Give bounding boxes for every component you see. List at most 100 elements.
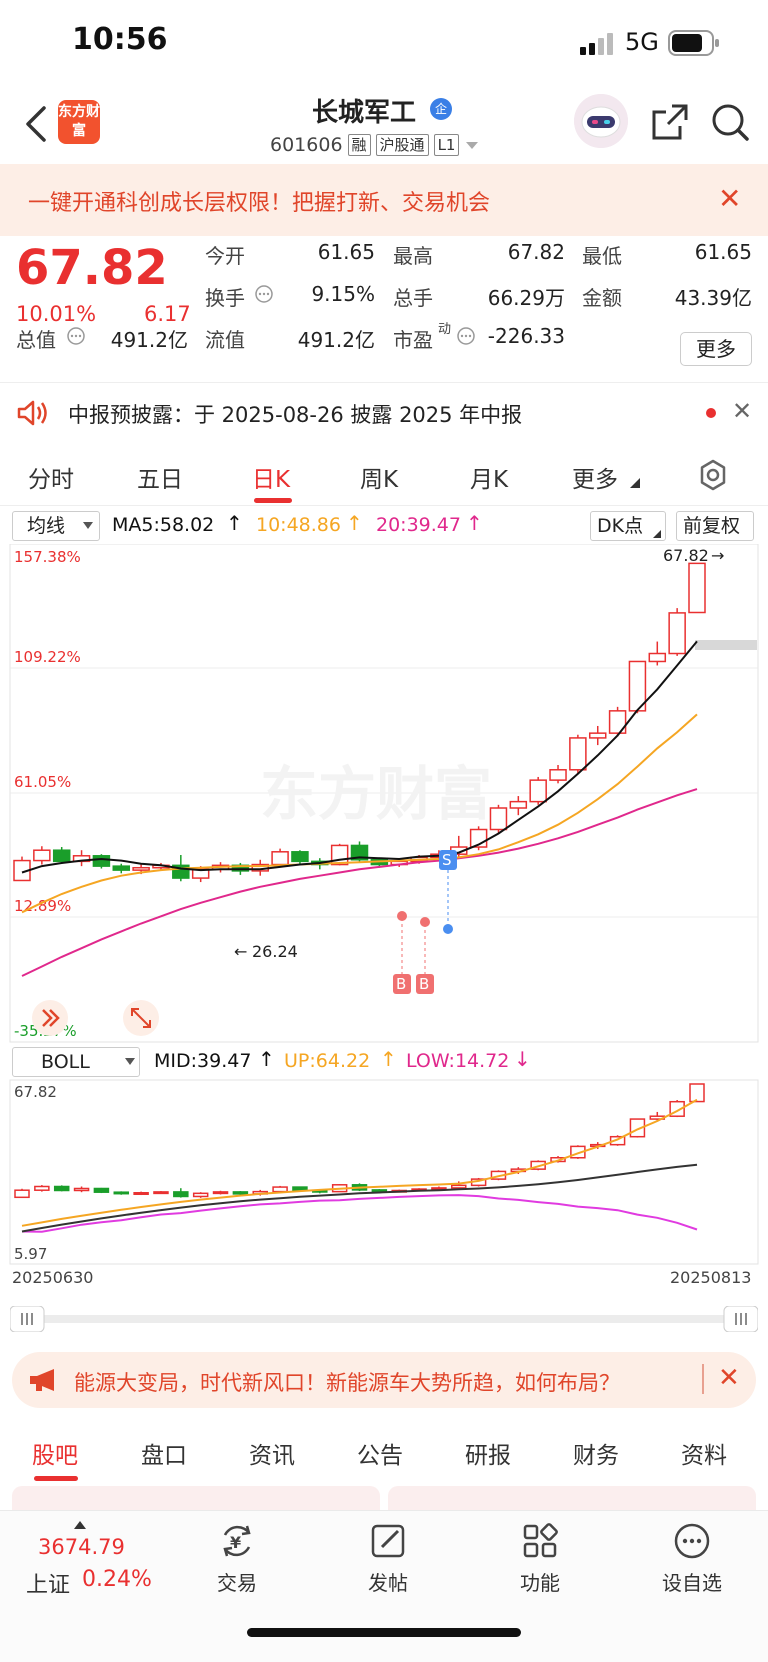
range-scroller[interactable] — [10, 1306, 758, 1332]
info-icon[interactable] — [66, 326, 86, 346]
candle[interactable] — [153, 1191, 169, 1195]
gear-icon[interactable] — [697, 459, 729, 491]
candle[interactable] — [588, 732, 607, 739]
candle[interactable] — [509, 800, 528, 809]
tab-five-day[interactable]: 五日 — [137, 467, 183, 493]
amount-value: 43.39亿 — [674, 286, 752, 310]
candle[interactable] — [73, 1187, 90, 1192]
y-tick-label: 157.38% — [14, 548, 81, 566]
yuan-exchange-icon: ¥ — [223, 1525, 251, 1557]
buy-signal-badge[interactable] — [416, 974, 434, 994]
buy-signal-badge[interactable] — [393, 974, 411, 994]
ad-close-icon[interactable]: ✕ — [718, 1363, 740, 1393]
promo-close-icon[interactable]: ✕ — [718, 182, 742, 215]
candle[interactable] — [173, 1191, 189, 1198]
candle[interactable] — [668, 612, 686, 655]
index-percent[interactable]: 0.24% — [82, 1567, 152, 1592]
tab-daily[interactable]: 日K — [252, 467, 291, 493]
candle[interactable] — [33, 849, 51, 862]
tab-weekly[interactable]: 周K — [360, 467, 399, 493]
right-arrow-icon: → — [711, 546, 724, 565]
ad-banner[interactable]: 能源大变局，时代新风口！新能源车大势所趋，如何布局？ ✕ — [12, 1352, 756, 1408]
info-icon[interactable] — [254, 284, 274, 304]
back-icon[interactable] — [20, 102, 54, 146]
sub-indicator-select[interactable]: BOLL — [12, 1047, 140, 1077]
chart-frame — [9, 1079, 759, 1265]
boll-chart[interactable]: 67.82 5.97 — [0, 1078, 768, 1266]
candle[interactable] — [212, 1191, 229, 1195]
collapse-chevron-icon[interactable] — [32, 1000, 68, 1036]
nav-post[interactable]: 发帖 — [343, 1521, 433, 1596]
info-icon[interactable] — [456, 326, 476, 346]
expand-icon[interactable] — [123, 1000, 159, 1036]
candle[interactable] — [52, 849, 71, 863]
dk-point-select[interactable]: DK点 — [590, 511, 666, 541]
search-icon[interactable] — [710, 102, 750, 142]
candle[interactable] — [232, 1191, 249, 1195]
candle[interactable] — [291, 851, 309, 863]
nav-watchlist[interactable]: 设自选 — [647, 1521, 737, 1596]
candle[interactable] — [648, 652, 667, 663]
candle[interactable] — [570, 1145, 586, 1159]
high-value: 67.82 — [507, 240, 565, 264]
candle[interactable] — [569, 737, 587, 771]
candle[interactable] — [608, 710, 627, 734]
sub-indicator-label: BOLL — [41, 1051, 90, 1073]
dropdown-icon — [466, 142, 479, 149]
candle[interactable] — [192, 1192, 209, 1198]
tab-orderbook[interactable]: 盘口 — [141, 1443, 187, 1469]
tab-finance[interactable]: 财务 — [573, 1443, 619, 1469]
candle[interactable] — [629, 1118, 646, 1138]
candle[interactable] — [272, 1186, 288, 1193]
candle[interactable] — [113, 1191, 130, 1195]
candle[interactable] — [14, 1189, 30, 1199]
index-name[interactable]: 上证 — [26, 1573, 71, 1598]
up-arrow-icon: ↑ — [226, 511, 243, 535]
stock-subtitle[interactable]: 601606 融 沪股通 L1 — [270, 134, 480, 156]
candle[interactable] — [529, 779, 547, 803]
share-icon[interactable] — [650, 102, 690, 142]
promo-banner[interactable]: 一键开通科创成长层权限！把握打新、交易机会 ✕ — [0, 164, 768, 236]
tab-intraday[interactable]: 分时 — [28, 467, 74, 493]
dropdown-icon — [83, 522, 93, 529]
candle[interactable] — [271, 851, 289, 866]
candle[interactable] — [489, 807, 508, 831]
candle[interactable] — [451, 1184, 467, 1189]
tab-announcements[interactable]: 公告 — [357, 1443, 403, 1469]
candle[interactable] — [93, 1187, 110, 1193]
nav-functions[interactable]: 功能 — [495, 1521, 585, 1596]
tab-forum[interactable]: 股吧 — [32, 1443, 78, 1469]
candle[interactable] — [53, 1185, 70, 1192]
candle[interactable] — [350, 844, 369, 861]
candle[interactable] — [609, 1135, 626, 1146]
indicator-select[interactable]: 均线 — [12, 511, 100, 541]
candlestick-chart[interactable]: 东方财富 157.38% 109.22% 61.05% 12.89% -35.2… — [0, 544, 768, 1044]
tab-profile[interactable]: 资料 — [681, 1443, 727, 1469]
candle[interactable] — [92, 855, 111, 867]
tab-more[interactable]: 更多 — [572, 467, 618, 493]
adjust-select[interactable]: 前复权 — [676, 511, 754, 541]
candle[interactable] — [34, 1185, 50, 1191]
notice-close-icon[interactable]: ✕ — [732, 397, 753, 425]
robot-assistant-icon[interactable] — [574, 94, 628, 148]
change-percent: 10.01% — [16, 302, 97, 326]
tab-news[interactable]: 资讯 — [249, 1443, 295, 1469]
nav-trade[interactable]: ¥ 交易 — [192, 1521, 282, 1596]
candle[interactable] — [112, 865, 131, 871]
candle[interactable] — [688, 562, 706, 614]
tab-research[interactable]: 研报 — [465, 1443, 511, 1469]
sell-signal-badge[interactable] — [439, 850, 457, 870]
candle[interactable] — [132, 866, 150, 871]
up-arrow-icon: ↑ — [346, 511, 363, 535]
more-button[interactable]: 更多 — [680, 332, 752, 366]
stock-header: 东方财富 长城军工 企 601606 融 沪股通 L1 — [0, 86, 768, 164]
signal-icon — [580, 33, 613, 55]
candle[interactable] — [549, 769, 567, 781]
speaker-icon — [17, 400, 47, 426]
candle[interactable] — [689, 1083, 705, 1103]
notice-bar[interactable]: 中报预披露：于 2025-08-26 披露 2025 年中报 ✕ — [0, 382, 768, 442]
candle[interactable] — [133, 1192, 149, 1196]
app-logo[interactable]: 东方财富 — [58, 100, 100, 144]
index-value[interactable]: 3674.79 — [38, 1535, 125, 1559]
tab-monthly[interactable]: 月K — [470, 467, 509, 493]
